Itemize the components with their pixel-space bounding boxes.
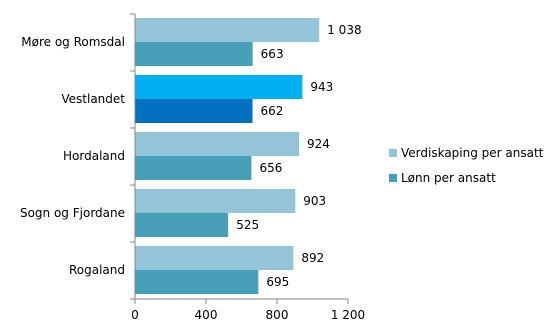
legend-swatch-series1 <box>389 149 397 157</box>
bar-vestlandet-series1 <box>135 75 303 99</box>
legend-label-series1: Verdiskaping per ansatt <box>401 146 544 160</box>
category-label-sogn-og-fjordane: Sogn og Fjordane <box>20 206 125 220</box>
x-tick-label: 800 <box>266 308 289 322</box>
legend-label-series2: Lønn per ansatt <box>401 171 496 185</box>
bars-group <box>135 18 320 294</box>
legend-item-series2: Lønn per ansatt <box>389 171 543 185</box>
x-tick-label: 0 <box>131 308 139 322</box>
bar-m-re-og-romsdal-series2 <box>135 42 253 66</box>
bar-sogn-og-fjordane-series1 <box>135 189 296 213</box>
category-label-hordaland: Hordaland <box>63 149 125 163</box>
value-label-vestlandet-series2: 662 <box>261 104 284 118</box>
legend-item-series1: Verdiskaping per ansatt <box>389 146 543 160</box>
value-label-rogaland-series1: 892 <box>301 251 324 265</box>
bar-sogn-og-fjordane-series2 <box>135 213 229 237</box>
category-label-m-re-og-romsdal: Møre og Romsdal <box>21 35 125 49</box>
bar-vestlandet-series2 <box>135 99 253 123</box>
value-label-rogaland-series2: 695 <box>266 275 289 289</box>
value-label-hordaland-series1: 924 <box>307 137 330 151</box>
labels-group: 1 038 663 Møre og Romsdal 943 662 Vestlandet 9… <box>20 23 365 322</box>
axes-group <box>130 13 349 304</box>
category-label-vestlandet: Vestlandet <box>61 92 125 106</box>
value-label-vestlandet-series1: 943 <box>310 80 333 94</box>
bar-m-re-og-romsdal-series1 <box>135 18 320 42</box>
value-label-sogn-og-fjordane-series1: 903 <box>303 194 326 208</box>
x-tick-label: 1 200 <box>331 308 365 322</box>
bar-rogaland-series1 <box>135 246 294 270</box>
bar-rogaland-series2 <box>135 270 259 294</box>
value-label-m-re-og-romsdal-series1: 1 038 <box>327 23 361 37</box>
legend: Verdiskaping per ansatt Lønn per ansatt <box>389 146 543 196</box>
value-label-sogn-og-fjordane-series2: 525 <box>236 218 259 232</box>
value-label-hordaland-series2: 656 <box>259 161 282 175</box>
bar-hordaland-series1 <box>135 132 300 156</box>
x-tick-label: 400 <box>195 308 218 322</box>
bar-hordaland-series2 <box>135 156 252 180</box>
category-label-rogaland: Rogaland <box>69 263 125 277</box>
legend-swatch-series2 <box>389 174 397 182</box>
value-label-m-re-og-romsdal-series2: 663 <box>261 47 284 61</box>
